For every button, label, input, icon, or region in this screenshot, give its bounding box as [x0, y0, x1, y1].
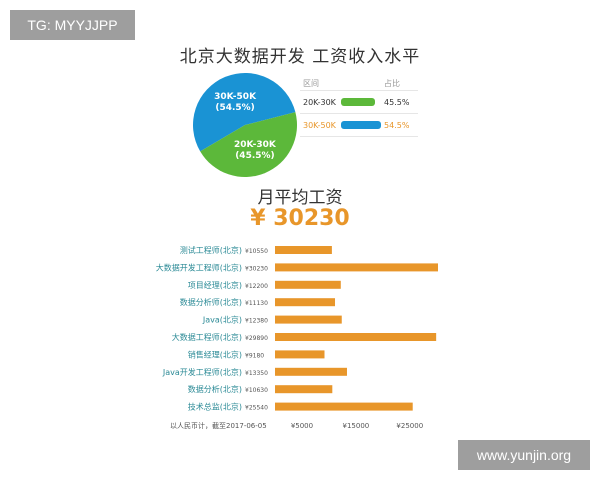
avg-salary-title: 月平均工资 [257, 188, 343, 208]
x-tick-label: ¥5000 [291, 422, 313, 430]
bar-8 [275, 385, 333, 394]
x-tick-label: ¥25000 [396, 422, 423, 430]
bar-category-label: Java开发工程师(北京) [162, 367, 242, 377]
watermark-top-left: TG: MYYJJPP [10, 10, 135, 40]
pie-legend: 区间 占比 20K-30K 45.5% 30K-50K 54.5% [300, 76, 418, 137]
bar-category-label: 销售经理(北京) [188, 349, 242, 359]
pie-slice-label: 30K-50K [214, 92, 257, 102]
legend-row-20k-30k: 20K-30K 45.5% [300, 90, 418, 113]
bar-value-label: ¥29890 [245, 335, 268, 342]
legend-swatch-green [341, 98, 375, 106]
pie-slice-30k-50k [193, 73, 296, 152]
bar-1 [275, 263, 438, 272]
pie-slice-percent: (45.5%) [235, 151, 274, 161]
bar-5 [275, 333, 437, 341]
bar-value-label: ¥10630 [245, 387, 268, 394]
legend-label: 30K-50K [303, 121, 336, 130]
avg-salary-value: ¥ 30230 [250, 206, 350, 231]
bar-value-label: ¥25540 [245, 405, 268, 412]
bar-value-label: ¥10550 [245, 248, 268, 255]
bar-6 [275, 350, 325, 359]
bar-value-label: ¥11130 [245, 300, 268, 307]
bar-9 [275, 402, 413, 411]
x-tick-label: ¥15000 [343, 422, 370, 430]
bar-category-label: 数据分析(北京) [188, 384, 242, 394]
watermark-bottom-right: www.yunjin.org [458, 440, 590, 470]
legend-percent: 54.5% [384, 121, 410, 130]
bar-category-label: 技术总监(北京) [188, 402, 242, 412]
legend-header-share: 占比 [384, 79, 400, 88]
chart-footnote: 以人民币计，截至2017-06-05 [170, 421, 267, 430]
legend-label: 20K-30K [303, 98, 336, 107]
bar-value-label: ¥13350 [245, 370, 268, 377]
bar-value-label: ¥12380 [245, 318, 268, 325]
legend-header: 区间 占比 [300, 76, 418, 90]
bar-2 [275, 280, 341, 289]
pie-slice-20k-30k [200, 112, 297, 178]
bar-category-label: 项目经理(北京) [188, 280, 242, 290]
bar-category-label: 大数据开发工程师(北京) [156, 262, 242, 272]
bar-category-label: 大数据工程师(北京) [172, 332, 242, 342]
bar-0 [275, 246, 332, 254]
pie-slice-percent: (54.5%) [215, 103, 254, 113]
legend-percent: 45.5% [384, 98, 410, 107]
pie-slice-label: 20K-30K [234, 140, 277, 150]
legend-swatch-blue [341, 121, 381, 129]
bar-4 [275, 315, 342, 324]
legend-row-30k-50k: 30K-50K 54.5% [300, 113, 418, 137]
bar-category-label: 数据分析师(北京) [180, 297, 242, 307]
bar-value-label: ¥30230 [245, 265, 268, 272]
bar-category-label: Java(北京) [202, 315, 242, 325]
pie-chart: 30K-50K(54.5%) 20K-30K(45.5%) [193, 73, 297, 178]
legend-header-range: 区间 [303, 79, 319, 88]
bar-category-label: 测试工程师(北京) [180, 245, 242, 255]
bar-3 [275, 298, 336, 307]
bar-value-label: ¥9180 [245, 352, 264, 359]
page-title: 北京大数据开发 工资收入水平 [179, 47, 421, 67]
bar-value-label: ¥12200 [245, 283, 268, 290]
bar-7 [275, 367, 347, 376]
